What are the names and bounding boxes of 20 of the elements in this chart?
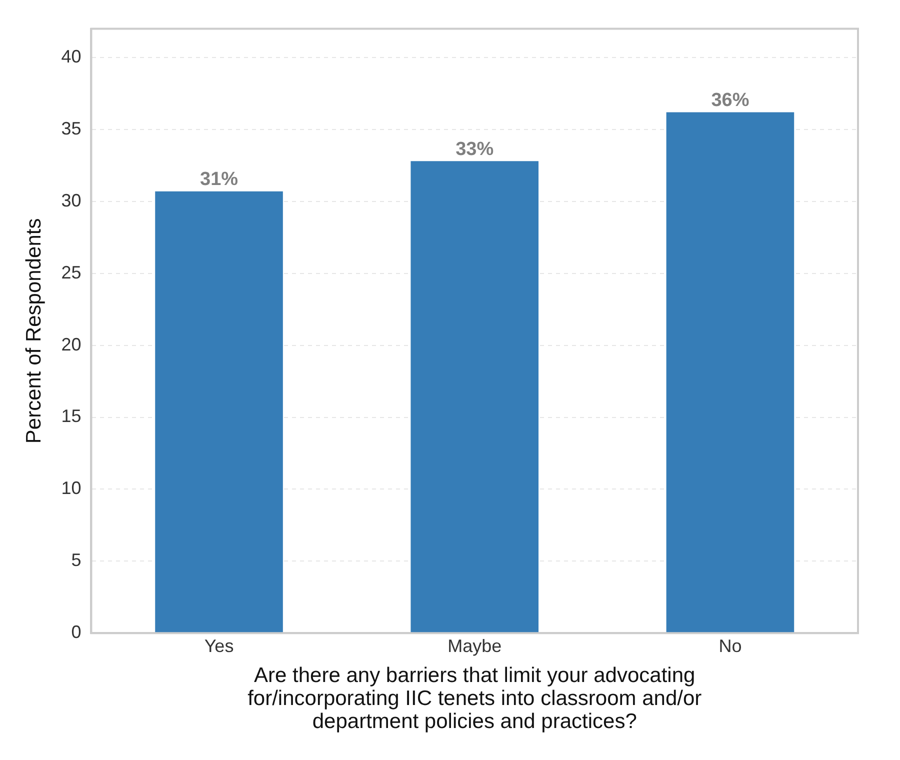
y-tick-label: 15: [61, 406, 82, 426]
y-tick-label: 10: [61, 478, 82, 498]
data-label: 33%: [456, 138, 494, 160]
bar: [155, 191, 283, 633]
bar: [410, 161, 539, 633]
x-tick-label: Maybe: [448, 636, 502, 656]
bar: [666, 112, 794, 633]
x-tick-label: No: [718, 636, 742, 656]
x-axis-title: Are there any barriers that limit your advocating for/incorporating IIC tenets into classroom and/or department policies and practices?: [248, 664, 702, 734]
y-tick-label: 40: [61, 46, 82, 67]
y-tick-label: 35: [61, 118, 82, 138]
y-tick-label: 25: [61, 262, 82, 282]
data-label: 31%: [200, 169, 238, 190]
y-tick-label: 30: [61, 190, 82, 210]
data-label: 36%: [711, 90, 750, 111]
x-tick-label: Yes: [204, 636, 234, 656]
y-tick-label: 20: [61, 334, 82, 354]
y-tick-label: 5: [71, 550, 82, 570]
y-axis-title: Percent of Respondents: [22, 218, 46, 444]
y-tick-label: 0: [71, 622, 82, 642]
